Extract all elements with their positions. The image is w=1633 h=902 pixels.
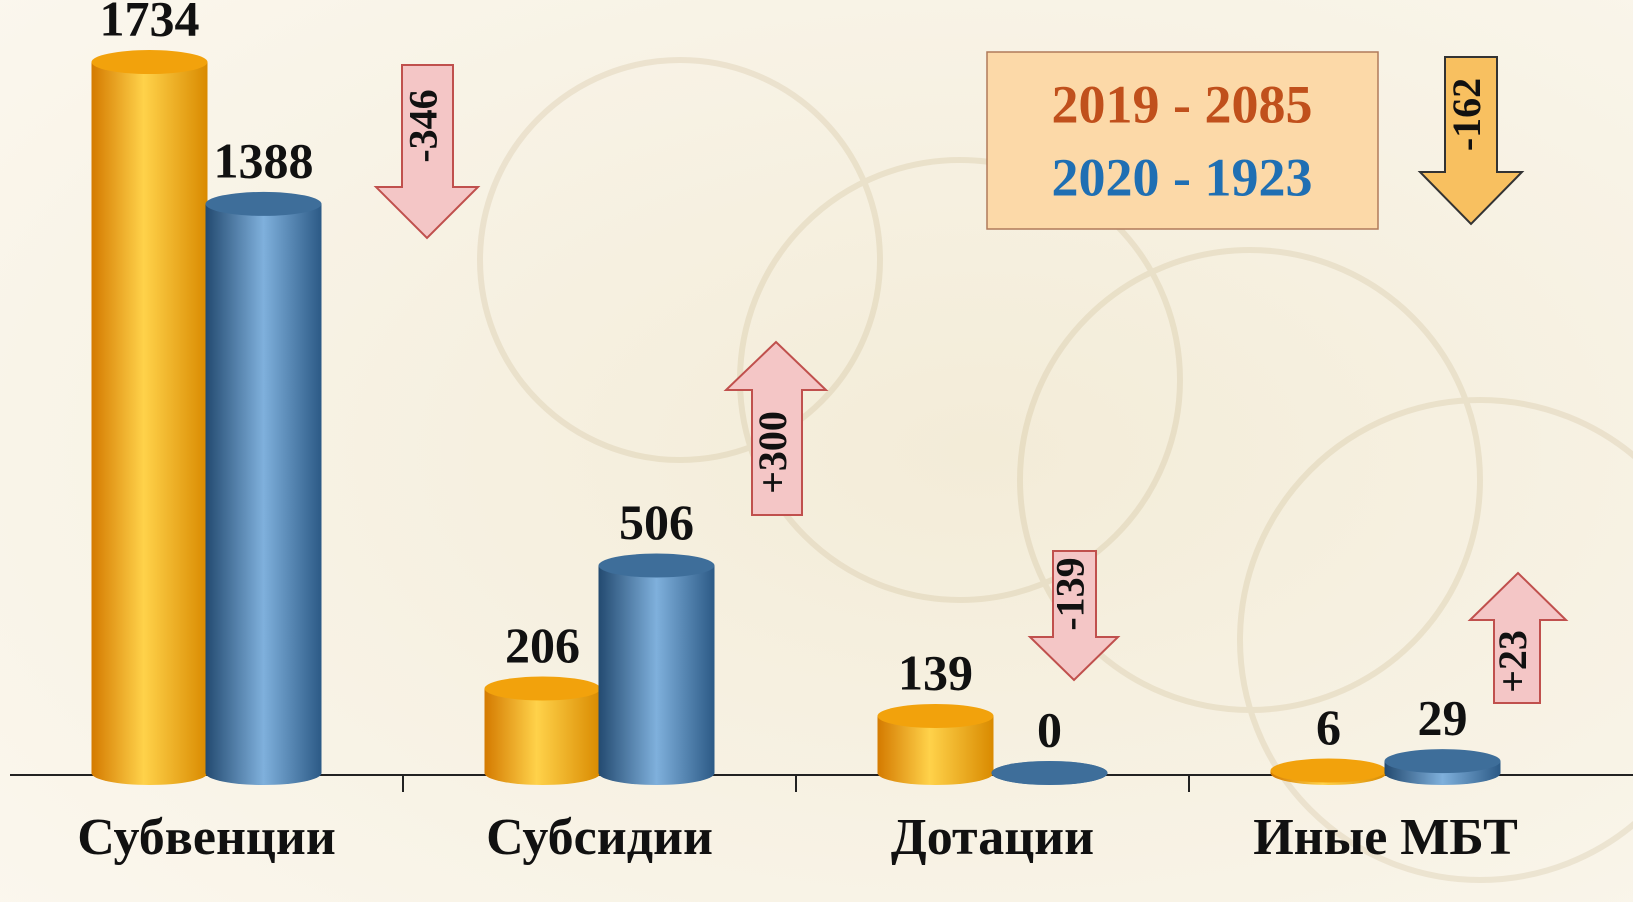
annotation: +23 xyxy=(1490,630,1535,693)
bar-bottom xyxy=(91,761,208,785)
bar xyxy=(205,191,322,785)
value-label: 1388 xyxy=(214,132,314,188)
bar xyxy=(877,704,994,785)
bar-top xyxy=(877,704,994,729)
arrow-up xyxy=(723,340,829,516)
annotation: +300 xyxy=(750,411,795,494)
x-tick-label: Дотации xyxy=(891,809,1094,866)
annotation: -346 xyxy=(401,89,446,162)
bar-top xyxy=(205,191,322,216)
legend-box xyxy=(986,51,1379,230)
bar-body xyxy=(598,565,715,773)
bar-top xyxy=(91,50,208,75)
bar-top xyxy=(484,676,601,701)
value-label: 139 xyxy=(898,644,973,700)
x-tick-label: Субвенции xyxy=(77,809,336,866)
value-label: 506 xyxy=(619,494,694,550)
arrow-down xyxy=(1027,550,1121,682)
legend-entry: 2020 - 1923 xyxy=(1052,147,1313,207)
bar xyxy=(991,761,1108,785)
arrow-up xyxy=(1467,571,1569,704)
annotation: -162 xyxy=(1444,78,1489,151)
bar xyxy=(598,553,715,785)
bar xyxy=(484,676,601,785)
value-label: 1734 xyxy=(100,0,200,47)
bar xyxy=(91,50,208,785)
bar-bottom xyxy=(877,761,994,785)
legend-entry: 2019 - 2085 xyxy=(1052,74,1313,134)
bar-bottom xyxy=(484,761,601,785)
bar-top xyxy=(1270,758,1387,783)
bar-body xyxy=(91,62,208,774)
value-label: 6 xyxy=(1316,699,1341,755)
bar xyxy=(1270,758,1387,785)
bar xyxy=(1384,749,1501,785)
annotation: -139 xyxy=(1048,557,1093,630)
x-tick-label: Субсидии xyxy=(486,809,713,866)
bar-bottom xyxy=(205,761,322,785)
bar-body xyxy=(205,203,322,774)
x-tick-label: Иные МБТ xyxy=(1253,809,1518,866)
bar-top xyxy=(598,553,715,578)
value-label: 206 xyxy=(505,617,580,673)
arrow-down xyxy=(1417,56,1525,226)
bar-top xyxy=(991,761,1108,785)
arrow-down xyxy=(373,64,481,240)
bar-top xyxy=(1384,749,1501,774)
value-label: 29 xyxy=(1418,690,1468,746)
bar-bottom xyxy=(598,761,715,785)
value-label: 0 xyxy=(1037,701,1062,757)
bar-body xyxy=(484,688,601,773)
